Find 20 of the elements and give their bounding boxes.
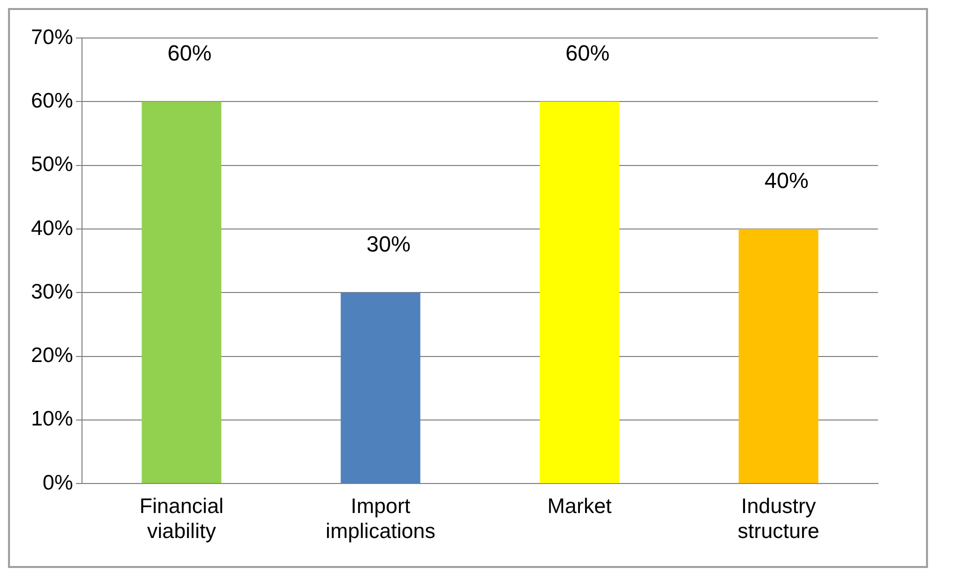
y-tick-label: 50% <box>31 153 74 176</box>
bar <box>340 292 420 484</box>
y-tick-label: 0% <box>42 471 74 494</box>
data-label: 40% <box>764 168 809 194</box>
x-tick-label: Import implications <box>326 494 436 544</box>
y-tick-label: 10% <box>31 408 74 431</box>
bar <box>142 102 222 484</box>
y-tick-label: 20% <box>31 344 74 368</box>
y-tick-label: 30% <box>31 280 74 304</box>
x-tick-label: Financial viability <box>140 494 224 544</box>
data-label: 60% <box>168 40 212 66</box>
data-label: 30% <box>366 232 411 257</box>
x-tick-label: Market <box>547 494 612 518</box>
data-label: 60% <box>565 40 610 66</box>
x-tick-label: Industry structure <box>738 494 820 544</box>
bar <box>540 102 620 484</box>
y-tick-label: 40% <box>31 216 74 240</box>
bar <box>738 228 818 484</box>
y-tick-label: 60% <box>31 89 74 112</box>
y-tick-label: 70% <box>31 26 74 49</box>
